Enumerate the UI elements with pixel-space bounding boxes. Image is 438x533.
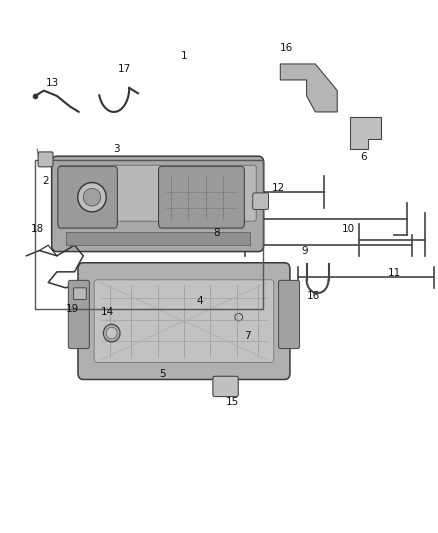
FancyBboxPatch shape [94,280,274,362]
FancyBboxPatch shape [38,152,53,167]
Polygon shape [280,64,337,112]
Polygon shape [350,117,381,149]
Text: 2: 2 [42,176,49,186]
FancyBboxPatch shape [74,288,86,300]
Bar [66,232,250,245]
Text: 11: 11 [388,268,401,278]
Ellipse shape [103,324,120,342]
Bar [35,160,263,309]
Text: 18: 18 [31,224,44,234]
Text: 7: 7 [244,331,251,341]
Text: 4: 4 [196,296,203,306]
FancyBboxPatch shape [159,166,244,228]
FancyBboxPatch shape [59,165,256,221]
Text: 8: 8 [213,229,220,238]
FancyBboxPatch shape [279,280,300,349]
Ellipse shape [83,188,101,206]
FancyBboxPatch shape [68,280,89,349]
Text: 13: 13 [46,78,59,87]
Text: 16: 16 [307,291,320,301]
Text: 17: 17 [118,64,131,74]
Text: 15: 15 [226,398,239,407]
Text: 12: 12 [272,183,285,192]
Text: 14: 14 [101,307,114,317]
Text: 5: 5 [159,369,166,379]
Text: 1: 1 [180,51,187,61]
FancyBboxPatch shape [52,156,264,252]
Text: 6: 6 [360,152,367,162]
Ellipse shape [78,182,106,212]
Ellipse shape [106,327,117,339]
FancyBboxPatch shape [58,166,117,228]
Text: 10: 10 [342,224,355,234]
FancyBboxPatch shape [213,376,238,397]
FancyBboxPatch shape [253,193,268,209]
Text: 3: 3 [113,144,120,154]
Text: 16: 16 [280,43,293,53]
Text: 9: 9 [301,246,308,255]
Ellipse shape [235,313,243,321]
Text: 19: 19 [66,304,79,314]
FancyBboxPatch shape [78,263,290,379]
